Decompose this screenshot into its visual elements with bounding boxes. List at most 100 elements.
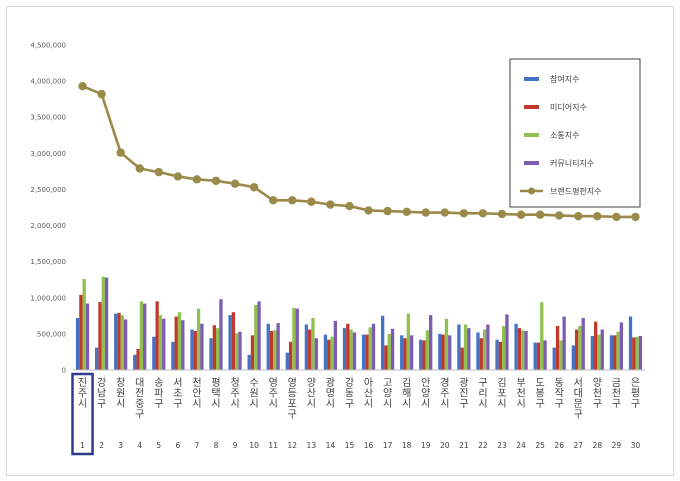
bar xyxy=(235,333,239,370)
x-axis-labels: 진주시1강남구2창원시3대전중구4송파구5서초구6천안시7평택시8청주시9수원시… xyxy=(78,376,641,450)
category-label-char: 송 xyxy=(154,377,163,389)
category-label-char: 진 xyxy=(459,388,468,400)
category-label-char: 영 xyxy=(288,377,297,389)
category-index: 4 xyxy=(137,441,142,450)
category-label-char: 구 xyxy=(459,399,468,410)
category-label-char: 중 xyxy=(135,398,144,410)
bar xyxy=(429,315,433,370)
y-tick-label: 3,000,000 xyxy=(30,150,66,158)
category-label-char: 아 xyxy=(364,377,373,389)
category-index: 26 xyxy=(554,441,564,450)
category-label-char: 주 xyxy=(440,389,449,400)
line-point xyxy=(459,209,469,218)
line-point xyxy=(516,210,526,219)
y-tick-label: 4,000,000 xyxy=(30,78,66,86)
legend-label: 소통지수 xyxy=(550,131,579,140)
y-tick-label: 1,500,000 xyxy=(30,258,66,266)
bar xyxy=(136,349,140,370)
bar xyxy=(419,339,423,370)
bar xyxy=(619,322,623,370)
line-point xyxy=(478,209,488,218)
category-label-char: 구 xyxy=(536,399,545,410)
category-label-char: 시 xyxy=(497,398,506,410)
category-label-char: 창 xyxy=(116,377,125,389)
category-label-char: 진 xyxy=(78,377,87,389)
line-point xyxy=(249,183,259,192)
category-label-char: 시 xyxy=(211,398,220,410)
line-point xyxy=(173,172,183,181)
bar xyxy=(352,332,357,370)
category-index: 17 xyxy=(383,441,393,450)
bar xyxy=(346,323,350,370)
category-index: 20 xyxy=(440,441,450,450)
bar xyxy=(250,335,255,370)
bar xyxy=(438,333,442,370)
bar xyxy=(632,337,636,370)
category-index: 3 xyxy=(118,441,123,450)
category-label-char: 시 xyxy=(192,398,201,410)
category-index: 27 xyxy=(573,441,583,450)
chart: 0 500,000 1,000,000 1,500,000 2,000,000 2,500… xyxy=(30,42,645,456)
bar xyxy=(120,315,124,370)
bar xyxy=(228,315,232,370)
category-label-char: 산 xyxy=(307,388,316,400)
line-point xyxy=(383,206,392,216)
bar xyxy=(219,299,223,370)
bar xyxy=(117,312,121,370)
line-point xyxy=(612,212,621,222)
category-label-char: 시 xyxy=(250,398,259,410)
bar xyxy=(162,318,166,370)
bar xyxy=(555,325,560,370)
category-label-char: 구 xyxy=(173,399,182,410)
category-index: 29 xyxy=(612,441,622,450)
bar xyxy=(75,318,80,370)
category-label-char: 강 xyxy=(345,377,354,389)
category-index: 25 xyxy=(535,441,545,450)
category-label-char: 시 xyxy=(269,398,278,410)
bar xyxy=(514,323,518,370)
bar xyxy=(543,340,547,370)
line-point xyxy=(402,207,411,217)
bar xyxy=(638,336,643,370)
bar xyxy=(597,334,601,370)
category-label-char: 구 xyxy=(593,399,602,410)
category-label-char: 구 xyxy=(154,399,163,410)
category-label-char: 작 xyxy=(555,388,564,400)
category-index: 11 xyxy=(268,441,278,450)
category-label-char: 구 xyxy=(574,410,583,421)
bar xyxy=(422,340,426,370)
category-label-char: 시 xyxy=(383,398,392,410)
category-index: 12 xyxy=(287,441,297,450)
bar xyxy=(400,335,404,370)
category-label-char: 시 xyxy=(421,398,430,410)
bar xyxy=(381,315,385,370)
legend-swatch xyxy=(524,105,539,109)
bar xyxy=(594,321,598,370)
category-label-char: 리 xyxy=(478,388,487,400)
category-label-char: 안 xyxy=(192,388,201,400)
bar xyxy=(460,347,464,370)
bar xyxy=(571,345,575,370)
category-label-char: 영 xyxy=(269,377,278,389)
line-point xyxy=(288,196,297,205)
bar xyxy=(342,328,347,370)
category-label-char: 경 xyxy=(440,376,449,389)
category-index: 6 xyxy=(175,441,180,450)
line-point xyxy=(269,196,278,205)
line-point xyxy=(135,164,144,173)
category-label-char: 안 xyxy=(421,377,430,389)
bar xyxy=(502,325,506,370)
category-label-char: 시 xyxy=(364,398,373,410)
category-label-char: 해 xyxy=(402,387,411,400)
category-label-char: 은 xyxy=(631,377,640,389)
bar xyxy=(254,305,258,370)
bar xyxy=(327,339,331,370)
bar xyxy=(143,303,147,370)
category-label-char: 양 xyxy=(307,377,316,389)
category-label-char: 금 xyxy=(612,377,621,389)
bar xyxy=(609,335,614,370)
category-label-char: 광 xyxy=(326,377,335,389)
line-point xyxy=(230,179,240,188)
bar xyxy=(200,323,204,370)
bar xyxy=(540,302,544,370)
